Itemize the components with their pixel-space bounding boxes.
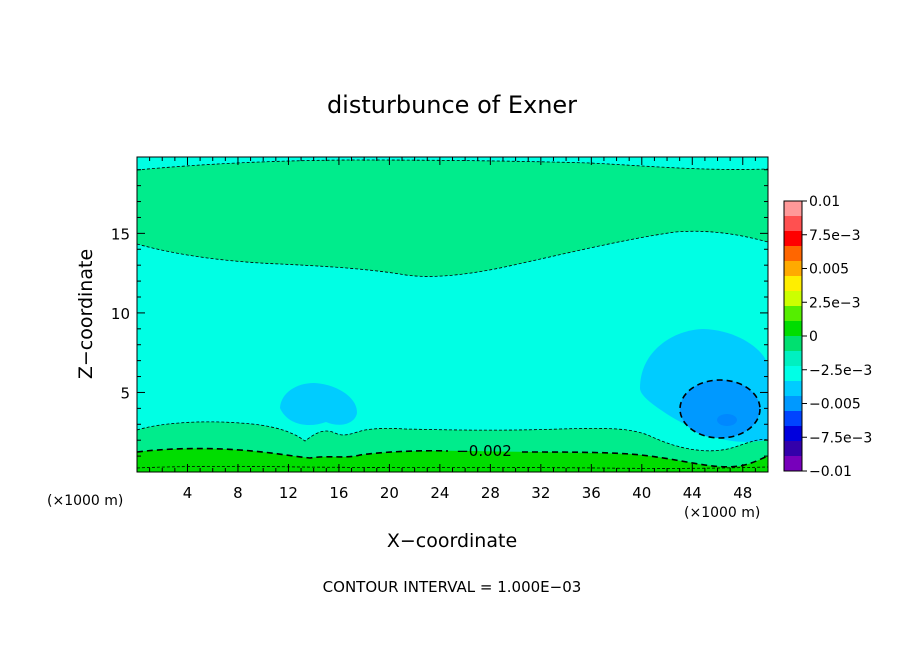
colorbar-swatch xyxy=(784,381,802,397)
field-cell-left xyxy=(280,383,358,426)
colorbar-label: 0 xyxy=(809,329,818,345)
y-tick-label: 5 xyxy=(120,384,130,402)
field-surface-green xyxy=(137,448,768,472)
colorbar-label: −0.01 xyxy=(809,464,852,480)
x-tick-label: 4 xyxy=(183,484,193,502)
colorbar-label: 0.01 xyxy=(809,194,840,210)
contour-minus-0002 xyxy=(137,447,768,468)
x-tick-label: 48 xyxy=(733,484,752,502)
colorbar-swatch xyxy=(784,411,802,427)
field-upper-band xyxy=(137,157,768,277)
contour-label: −0.002 xyxy=(456,442,512,460)
colorbar-swatch xyxy=(784,456,802,472)
colorbar-swatch xyxy=(784,306,802,322)
x-ticks: 4 8 12 16 20 24 28 32 36 40 44 48 xyxy=(149,157,756,502)
colorbar-label: 7.5e−3 xyxy=(809,228,861,244)
plot-area: −0.002 xyxy=(137,157,768,472)
colorbar-swatch xyxy=(784,321,802,337)
x-unit-right: (×1000 m) xyxy=(684,505,760,521)
y-tick-label: 15 xyxy=(111,225,130,243)
colorbar-label: −0.005 xyxy=(809,397,861,413)
x-tick-label: 16 xyxy=(329,484,348,502)
colorbar-swatch xyxy=(784,246,802,262)
contour-lower xyxy=(137,421,768,452)
y-ticks: 5 10 15 xyxy=(111,169,768,457)
y-tick-label: 10 xyxy=(111,305,130,323)
colorbar-label: −2.5e−3 xyxy=(809,363,872,379)
x-tick-label: 8 xyxy=(233,484,243,502)
colorbar-swatch xyxy=(784,426,802,442)
contour-interval-note: CONTOUR INTERVAL = 1.000E−03 xyxy=(323,578,582,596)
contour-top xyxy=(137,159,768,171)
x-tick-label: 40 xyxy=(632,484,651,502)
contour-upper xyxy=(137,230,768,277)
x-unit-left: (×1000 m) xyxy=(47,493,123,509)
colorbar-label: 2.5e−3 xyxy=(809,295,861,311)
x-tick-label: 24 xyxy=(430,484,449,502)
x-tick-label: 36 xyxy=(582,484,601,502)
colorbar-swatch xyxy=(784,366,802,382)
x-tick-label: 20 xyxy=(380,484,399,502)
x-axis-label: X−coordinate xyxy=(387,530,517,552)
colorbar-swatch xyxy=(784,231,802,247)
x-tick-label: 44 xyxy=(683,484,702,502)
contour-core-right xyxy=(679,379,761,439)
colorbar: 0.01 7.5e−3 0.005 2.5e−3 0 −2.5e−3 −0.005 −7.5e… xyxy=(783,194,872,480)
field-top-strip xyxy=(137,157,768,170)
colorbar-swatch xyxy=(784,276,802,292)
colorbar-swatch xyxy=(784,396,802,412)
colorbar-swatch xyxy=(784,201,802,217)
colorbar-swatch xyxy=(784,216,802,232)
x-tick-label: 12 xyxy=(279,484,298,502)
colorbar-label: 0.005 xyxy=(809,262,849,278)
colorbar-swatch xyxy=(784,351,802,367)
field-inner-core xyxy=(717,414,737,426)
colorbar-swatch xyxy=(784,291,802,307)
colorbar-swatch xyxy=(784,261,802,277)
colorbar-label: −7.5e−3 xyxy=(809,430,872,446)
field-core-right xyxy=(680,380,760,438)
colorbar-swatch xyxy=(784,336,802,352)
chart-title: disturbunce of Exner xyxy=(327,91,577,119)
y-axis-label: Z−coordinate xyxy=(75,249,97,379)
contour-surface xyxy=(137,465,768,469)
colorbar-swatch xyxy=(784,441,802,457)
x-tick-label: 32 xyxy=(531,484,550,502)
x-tick-label: 28 xyxy=(481,484,500,502)
